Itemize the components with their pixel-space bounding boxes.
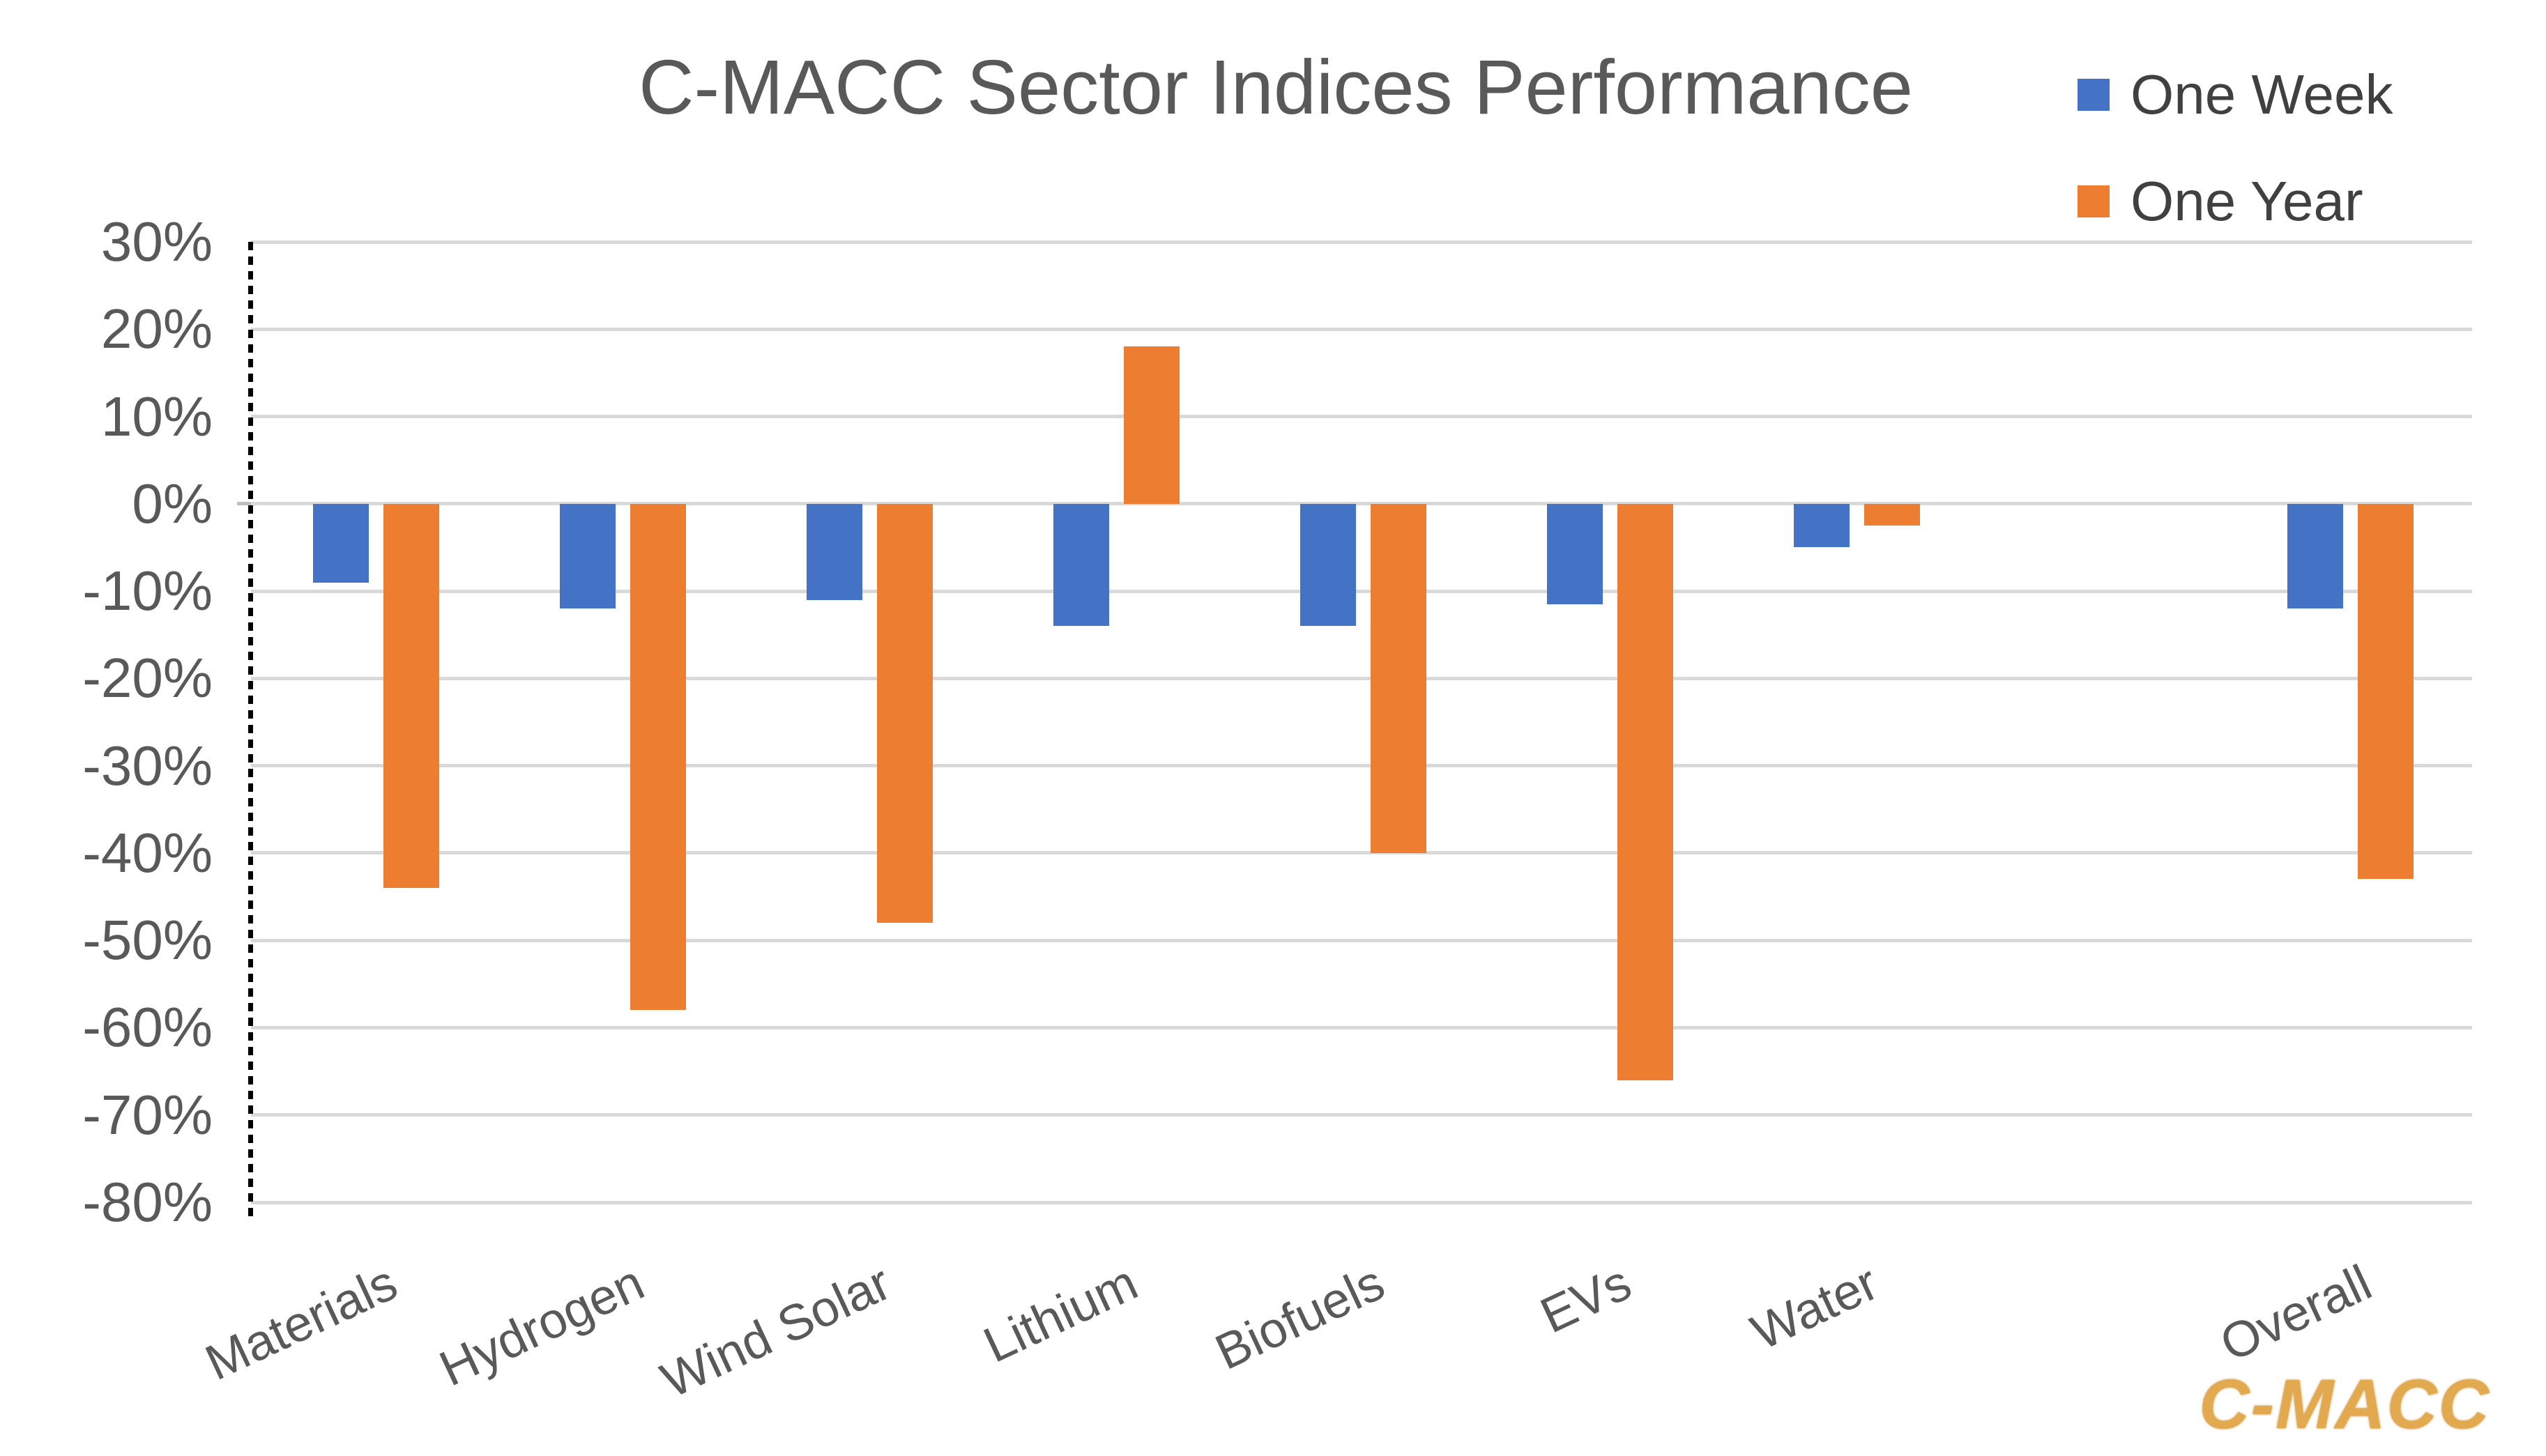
x-category-label-hydrogen: Hydrogen — [431, 1255, 653, 1397]
gridline-10% — [251, 415, 2472, 419]
y-axis-dashed-line — [248, 242, 253, 1218]
y-tick-label-30%: 30% — [100, 210, 213, 273]
cmacc-logo-watermark: C-MACC — [2199, 1365, 2490, 1443]
bar-one-week-hydrogen — [560, 503, 616, 609]
zero-axis-tick — [237, 502, 251, 506]
y-tick-label--50%: -50% — [82, 909, 213, 972]
y-tick-label-20%: 20% — [100, 298, 213, 360]
gridline--50% — [251, 938, 2472, 942]
legend-item-one-year: One Year — [2078, 171, 2363, 232]
x-category-label-lithium: Lithium — [975, 1255, 1146, 1374]
x-category-label-overall: Overall — [2211, 1255, 2380, 1372]
y-tick-label--60%: -60% — [82, 996, 213, 1059]
x-category-label-biofuels: Biofuels — [1207, 1255, 1393, 1381]
bar-one-week-materials — [313, 503, 369, 583]
x-category-label-wind-solar: Wind Solar — [653, 1255, 899, 1409]
gridline--60% — [251, 1025, 2472, 1029]
bar-one-week-overall — [2287, 503, 2343, 609]
x-category-label-water: Water — [1743, 1255, 1886, 1361]
gridline--80% — [251, 1200, 2472, 1204]
y-tick-label--70%: -70% — [82, 1083, 213, 1146]
y-tick-label--30%: -30% — [82, 734, 213, 797]
bar-one-week-water — [1794, 503, 1850, 548]
bar-one-year-lithium — [1124, 346, 1180, 504]
gridline-0% — [251, 502, 2472, 506]
bar-one-year-hydrogen — [630, 503, 686, 1011]
y-tick-label--10%: -10% — [82, 560, 213, 622]
bar-one-year-materials — [383, 503, 439, 888]
y-tick-label--80%: -80% — [82, 1171, 213, 1233]
bar-one-year-overall — [2358, 503, 2414, 880]
bar-one-week-wind-solar — [807, 503, 862, 600]
y-tick-label-0%: 0% — [132, 472, 213, 535]
y-tick-label--40%: -40% — [82, 821, 213, 884]
gridline--40% — [251, 851, 2472, 855]
legend-label-one-week: One Week — [2130, 63, 2393, 125]
legend-swatch-one-year — [2078, 185, 2110, 217]
bar-one-year-water — [1864, 503, 1920, 526]
bar-one-week-biofuels — [1300, 503, 1356, 627]
chart-title: C-MACC Sector Indices Performance — [639, 45, 1913, 130]
legend-swatch-one-week — [2078, 79, 2110, 111]
y-tick-label--20%: -20% — [82, 647, 213, 710]
legend-label-one-year: One Year — [2130, 170, 2363, 232]
bar-one-week-lithium — [1053, 503, 1109, 627]
bar-one-year-evs — [1617, 503, 1673, 1080]
gridline--30% — [251, 764, 2472, 768]
y-tick-label-10%: 10% — [100, 385, 213, 447]
bar-one-year-biofuels — [1371, 503, 1426, 853]
gridline-20% — [251, 327, 2472, 331]
gridline--10% — [251, 589, 2472, 593]
x-category-label-materials: Materials — [197, 1255, 406, 1391]
gridline-30% — [251, 240, 2472, 244]
bar-one-year-wind-solar — [877, 503, 933, 924]
gridline--70% — [251, 1113, 2472, 1117]
legend-item-one-week: One Week — [2078, 64, 2393, 125]
gridline--20% — [251, 676, 2472, 680]
bar-one-week-evs — [1547, 503, 1603, 604]
x-category-label-evs: EVs — [1532, 1255, 1640, 1344]
